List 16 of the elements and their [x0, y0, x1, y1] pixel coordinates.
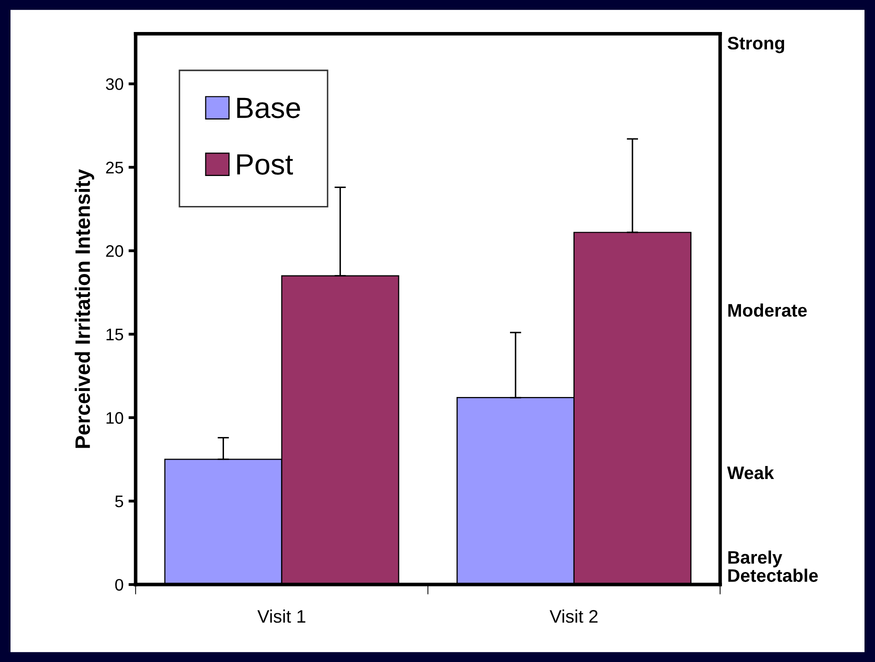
y-axis-title: Perceived Irritation Intensity — [74, 169, 94, 448]
text: Barely Detectable — [728, 550, 818, 582]
legend-label: Post — [237, 154, 293, 175]
text: Moderate — [728, 303, 807, 317]
text: Strong — [728, 36, 784, 54]
text: Weak — [727, 466, 774, 480]
y-tick-label: 5 — [115, 496, 124, 508]
y-tick-label: 30 — [106, 78, 124, 90]
y-tick-label: 10 — [106, 412, 124, 424]
x-tick-label: Visit 2 — [550, 610, 598, 623]
x-tick-label: Visit 1 — [257, 610, 306, 623]
y-tick-label: 25 — [106, 162, 124, 174]
y-tick-label: 20 — [106, 245, 124, 257]
y-tick-label: 15 — [106, 328, 124, 340]
y-tick-label: 0 — [115, 578, 124, 591]
legend-label: Base — [237, 98, 300, 118]
